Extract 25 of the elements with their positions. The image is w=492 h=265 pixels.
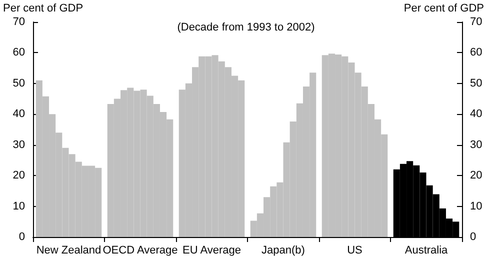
y-tick-label: 70 bbox=[12, 16, 25, 28]
x-tick-label: US bbox=[347, 244, 362, 256]
y2-tick-label: 70 bbox=[470, 16, 482, 28]
annotation: (Decade from 1993 to 2002) bbox=[177, 22, 315, 34]
y2-tick-label: 0 bbox=[470, 231, 476, 243]
y-tick-label: 10 bbox=[12, 200, 25, 212]
x-tick-label: New Zealand bbox=[36, 244, 102, 256]
y2-tick-label: 60 bbox=[470, 46, 482, 59]
y-tick-label: 30 bbox=[12, 138, 25, 151]
y-tick-label: 50 bbox=[12, 77, 25, 90]
y-axis-title: Per cent of GDP bbox=[3, 2, 84, 14]
y2-axis-title: Per cent of GDP bbox=[404, 2, 484, 14]
y2-tick-label: 10 bbox=[470, 200, 482, 212]
x-tick-label: Japan(b) bbox=[262, 244, 305, 256]
y-tick-label: 0 bbox=[18, 231, 25, 243]
y2-tick-label: 50 bbox=[470, 77, 482, 90]
y-tick-label: 60 bbox=[12, 46, 25, 59]
x-tick-label: Australia bbox=[404, 244, 449, 256]
x-tick-label: EU Average bbox=[182, 244, 242, 256]
y2-tick-label: 40 bbox=[470, 108, 482, 120]
x-tick-label: OECD Average bbox=[102, 244, 178, 256]
y2-tick-label: 20 bbox=[470, 170, 482, 182]
y-tick-label: 40 bbox=[12, 108, 25, 120]
y2-tick-label: 30 bbox=[470, 138, 482, 151]
y-tick-label: 20 bbox=[12, 170, 25, 182]
